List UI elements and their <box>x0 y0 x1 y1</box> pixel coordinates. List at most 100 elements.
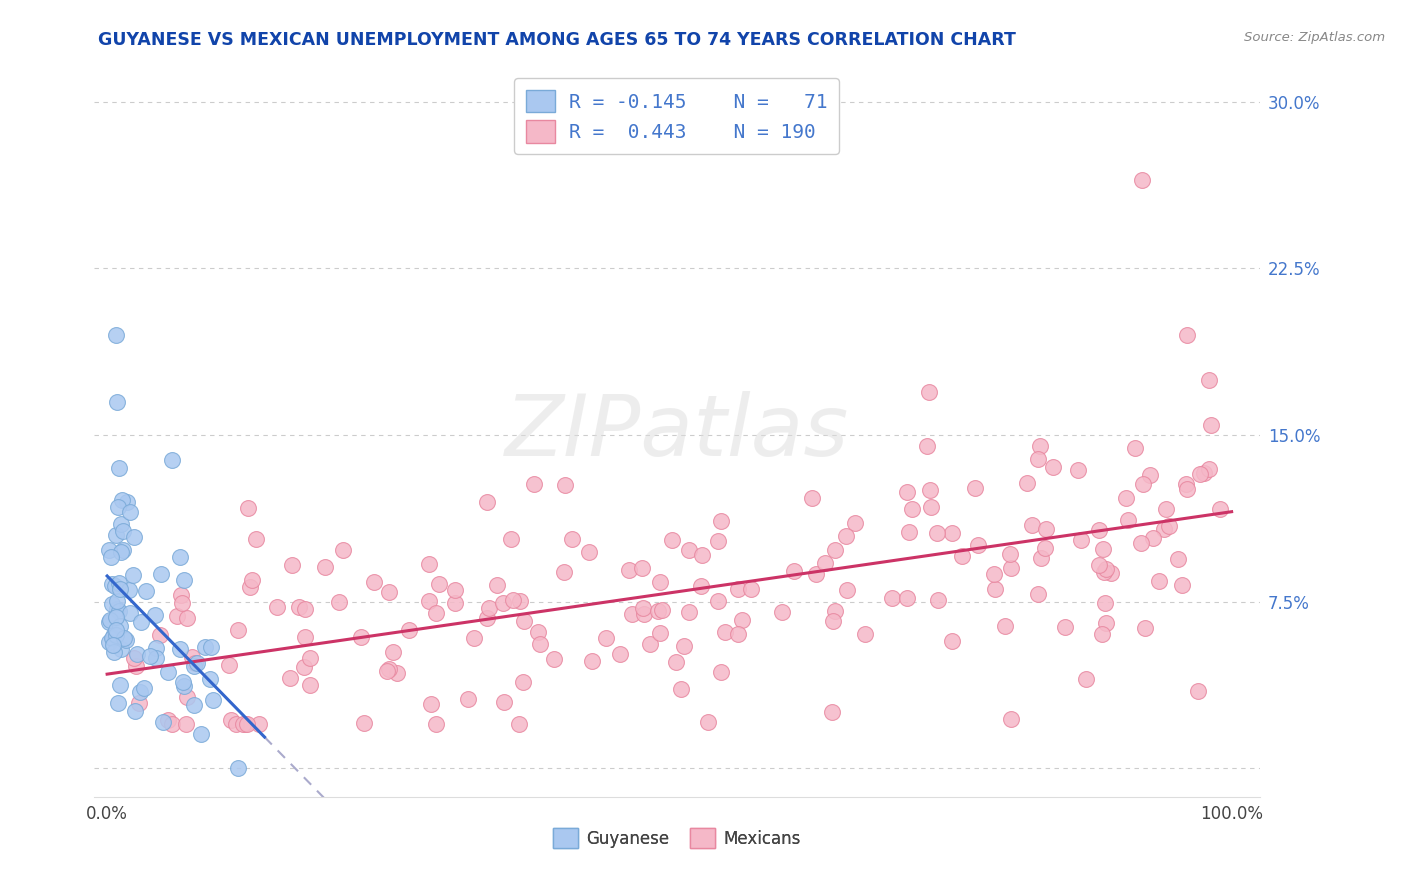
Point <box>463 631 485 645</box>
Point <box>105 628 128 642</box>
Point <box>678 542 700 557</box>
Point <box>1171 578 1194 592</box>
Point <box>172 675 194 690</box>
Point <box>232 716 254 731</box>
Point <box>114 633 136 648</box>
Point <box>98 615 121 629</box>
Point <box>419 698 441 712</box>
Point <box>110 516 132 531</box>
Point <box>927 526 949 541</box>
Point <box>1091 627 1114 641</box>
Point <box>299 650 322 665</box>
Point <box>898 525 921 540</box>
Point <box>288 600 311 615</box>
Point <box>363 575 385 590</box>
Point <box>105 594 128 608</box>
Point <box>727 582 749 596</box>
Point <box>648 575 671 590</box>
Point <box>983 582 1005 596</box>
Point <box>581 654 603 668</box>
Point <box>425 716 447 731</box>
Point <box>801 491 824 505</box>
Point <box>118 583 141 598</box>
Point <box>103 627 125 641</box>
Point <box>104 610 127 624</box>
Point <box>183 658 205 673</box>
Point <box>143 608 166 623</box>
Point <box>835 583 858 598</box>
Point <box>100 631 122 645</box>
Point <box>156 665 179 679</box>
Point <box>1070 533 1092 548</box>
Point <box>1021 517 1043 532</box>
Point <box>382 645 405 659</box>
Point <box>444 582 467 597</box>
Point <box>853 626 876 640</box>
Point <box>170 596 193 610</box>
Point <box>553 566 575 580</box>
Point <box>443 596 465 610</box>
Point <box>1054 620 1077 634</box>
Point <box>502 593 524 607</box>
Point <box>1088 558 1111 572</box>
Point <box>697 715 720 730</box>
Point <box>647 604 669 618</box>
Point <box>1157 519 1180 533</box>
Point <box>135 584 157 599</box>
Point <box>110 641 132 656</box>
Point <box>108 619 131 633</box>
Point <box>350 630 373 644</box>
Point <box>457 692 479 706</box>
Point <box>200 640 222 655</box>
Point <box>201 692 224 706</box>
Point <box>247 716 270 731</box>
Point <box>690 548 713 562</box>
Point <box>105 602 128 616</box>
Point <box>176 690 198 705</box>
Point <box>1142 531 1164 545</box>
Point <box>1167 552 1189 566</box>
Point <box>770 605 793 619</box>
Point <box>965 481 987 495</box>
Point <box>1132 476 1154 491</box>
Point <box>508 716 530 731</box>
Point <box>225 716 247 731</box>
Point <box>181 649 204 664</box>
Point <box>111 492 134 507</box>
Point <box>824 604 846 618</box>
Point <box>1147 574 1170 588</box>
Point <box>477 495 499 509</box>
Point <box>727 627 749 641</box>
Point <box>122 651 145 665</box>
Point <box>1115 491 1137 505</box>
Point <box>1201 417 1223 432</box>
Point <box>561 533 583 547</box>
Point <box>418 594 440 608</box>
Point <box>714 625 737 640</box>
Point <box>132 681 155 696</box>
Text: Source: ZipAtlas.com: Source: ZipAtlas.com <box>1244 31 1385 45</box>
Point <box>486 578 509 592</box>
Point <box>523 476 546 491</box>
Point <box>1116 512 1139 526</box>
Point <box>1139 467 1161 482</box>
Point <box>128 696 150 710</box>
Point <box>651 603 673 617</box>
Point <box>104 580 127 594</box>
Point <box>1188 467 1211 481</box>
Point <box>385 666 408 681</box>
Point <box>314 559 336 574</box>
Point <box>512 674 534 689</box>
Point <box>927 592 949 607</box>
Point <box>101 597 124 611</box>
Point <box>983 567 1005 582</box>
Point <box>499 532 522 546</box>
Point <box>198 672 221 686</box>
Point <box>108 461 131 475</box>
Point <box>620 607 643 621</box>
Point <box>731 613 754 627</box>
Point <box>245 533 267 547</box>
Point <box>967 538 990 552</box>
Point <box>638 637 661 651</box>
Point <box>157 713 180 727</box>
